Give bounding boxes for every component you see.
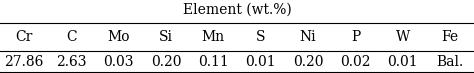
Text: 0.01: 0.01: [388, 55, 418, 69]
Text: Mn: Mn: [202, 30, 225, 44]
Text: 0.20: 0.20: [293, 55, 323, 69]
Text: W: W: [396, 30, 410, 44]
Text: 0.11: 0.11: [198, 55, 228, 69]
Text: Ni: Ni: [300, 30, 317, 44]
Text: 2.63: 2.63: [56, 55, 86, 69]
Text: P: P: [351, 30, 360, 44]
Text: Mo: Mo: [107, 30, 130, 44]
Text: Bal.: Bal.: [437, 55, 464, 69]
Text: Element (wt.%): Element (wt.%): [182, 2, 292, 16]
Text: 0.20: 0.20: [151, 55, 181, 69]
Text: 27.86: 27.86: [4, 55, 44, 69]
Text: C: C: [66, 30, 76, 44]
Text: 0.02: 0.02: [340, 55, 371, 69]
Text: 0.01: 0.01: [246, 55, 276, 69]
Text: 0.03: 0.03: [103, 55, 134, 69]
Text: Fe: Fe: [442, 30, 459, 44]
Text: Cr: Cr: [15, 30, 32, 44]
Text: Si: Si: [159, 30, 173, 44]
Text: S: S: [256, 30, 265, 44]
